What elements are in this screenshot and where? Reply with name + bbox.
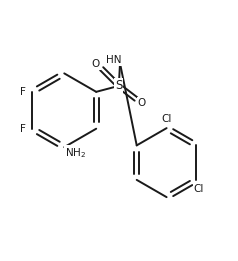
Text: O: O bbox=[92, 60, 100, 69]
Text: F: F bbox=[20, 124, 26, 134]
Text: F: F bbox=[20, 87, 26, 97]
Text: S: S bbox=[115, 79, 123, 92]
Text: Cl: Cl bbox=[194, 184, 204, 194]
Text: Cl: Cl bbox=[161, 114, 172, 124]
Text: HN: HN bbox=[106, 55, 122, 65]
Text: NH$_2$: NH$_2$ bbox=[65, 146, 86, 160]
Text: O: O bbox=[138, 98, 146, 108]
